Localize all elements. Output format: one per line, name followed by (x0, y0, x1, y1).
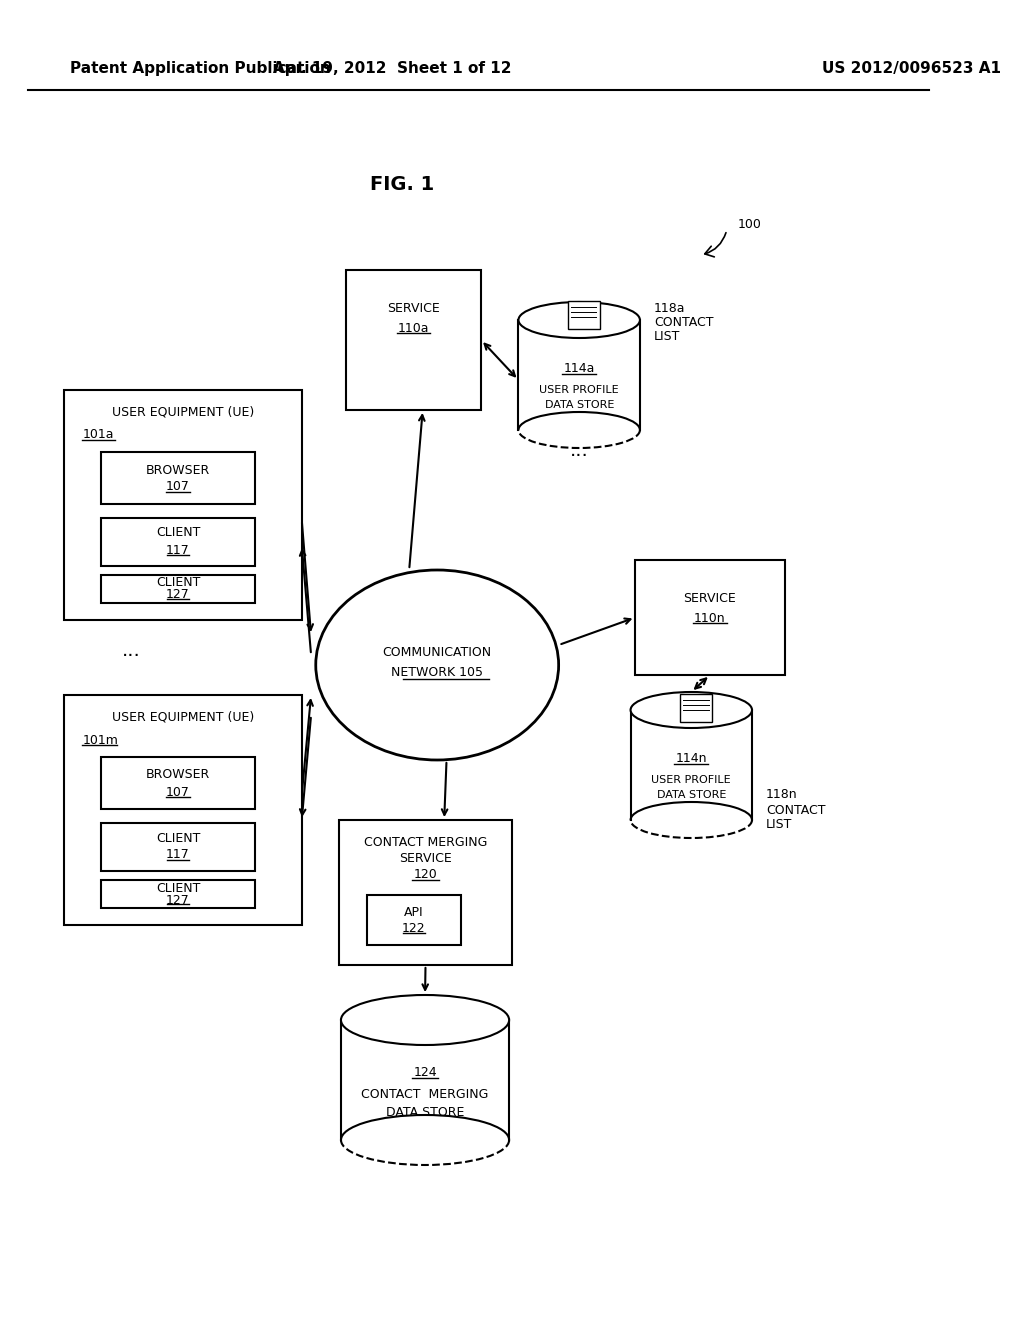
Text: 110n: 110n (694, 611, 726, 624)
Text: BROWSER: BROWSER (145, 463, 210, 477)
Text: DATA STORE: DATA STORE (656, 789, 726, 800)
Bar (346, 271, 481, 411)
Text: CONTACT: CONTACT (766, 804, 825, 817)
Ellipse shape (315, 570, 559, 760)
Bar (635, 560, 784, 675)
Text: 120: 120 (414, 869, 437, 882)
Text: 100: 100 (738, 219, 762, 231)
FancyArrowPatch shape (705, 232, 726, 257)
Text: ...: ... (569, 441, 589, 459)
Bar (101, 822, 255, 871)
Text: SERVICE: SERVICE (684, 591, 736, 605)
Text: US 2012/0096523 A1: US 2012/0096523 A1 (822, 61, 1001, 75)
Bar (101, 517, 255, 566)
Text: LIST: LIST (654, 330, 680, 343)
Text: CLIENT: CLIENT (156, 882, 200, 895)
Text: 107: 107 (166, 785, 189, 799)
Text: NETWORK 105: NETWORK 105 (391, 667, 483, 680)
Text: USER EQUIPMENT (UE): USER EQUIPMENT (UE) (112, 710, 254, 723)
Text: CONTACT MERGING: CONTACT MERGING (364, 836, 487, 849)
Text: CONTACT  MERGING: CONTACT MERGING (361, 1089, 488, 1101)
Text: USER PROFILE: USER PROFILE (651, 775, 731, 785)
Ellipse shape (518, 302, 640, 338)
Text: 122: 122 (402, 921, 426, 935)
Text: 110a: 110a (397, 322, 429, 334)
Text: ...: ... (122, 640, 140, 660)
Text: CLIENT: CLIENT (156, 527, 200, 540)
Text: CLIENT: CLIENT (156, 577, 200, 590)
Bar (63, 389, 302, 620)
Bar (63, 696, 302, 925)
Text: LIST: LIST (766, 818, 793, 832)
Text: 114a: 114a (563, 362, 595, 375)
Text: 124: 124 (414, 1065, 437, 1078)
Text: DATA STORE: DATA STORE (386, 1106, 464, 1118)
Text: COMMUNICATION: COMMUNICATION (383, 647, 492, 660)
Bar (101, 576, 255, 603)
Text: DATA STORE: DATA STORE (545, 400, 613, 411)
Text: CLIENT: CLIENT (156, 832, 200, 845)
Text: 101a: 101a (82, 429, 114, 441)
Text: USER EQUIPMENT (UE): USER EQUIPMENT (UE) (112, 405, 254, 418)
Bar (101, 451, 255, 504)
Text: 118a: 118a (654, 301, 685, 314)
Text: CONTACT: CONTACT (654, 315, 714, 329)
Text: USER PROFILE: USER PROFILE (540, 385, 618, 395)
Bar (680, 694, 713, 722)
Text: 118n: 118n (766, 788, 798, 801)
Text: 127: 127 (166, 589, 189, 602)
Bar (339, 820, 512, 965)
Text: API: API (404, 906, 424, 919)
Text: 127: 127 (166, 894, 189, 907)
Text: 117: 117 (166, 849, 189, 862)
Bar (101, 880, 255, 908)
Text: 101m: 101m (82, 734, 118, 747)
Text: SERVICE: SERVICE (399, 851, 452, 865)
Bar (101, 756, 255, 809)
Text: SERVICE: SERVICE (387, 301, 439, 314)
Text: 107: 107 (166, 480, 189, 494)
Bar (567, 301, 600, 329)
Ellipse shape (341, 995, 509, 1045)
Ellipse shape (631, 692, 752, 729)
Bar (368, 895, 461, 945)
Text: FIG. 1: FIG. 1 (370, 176, 434, 194)
Text: 114n: 114n (676, 751, 707, 764)
Text: BROWSER: BROWSER (145, 768, 210, 781)
Text: Patent Application Publication: Patent Application Publication (70, 61, 331, 75)
Text: Apr. 19, 2012  Sheet 1 of 12: Apr. 19, 2012 Sheet 1 of 12 (273, 61, 512, 75)
Text: 117: 117 (166, 544, 189, 557)
